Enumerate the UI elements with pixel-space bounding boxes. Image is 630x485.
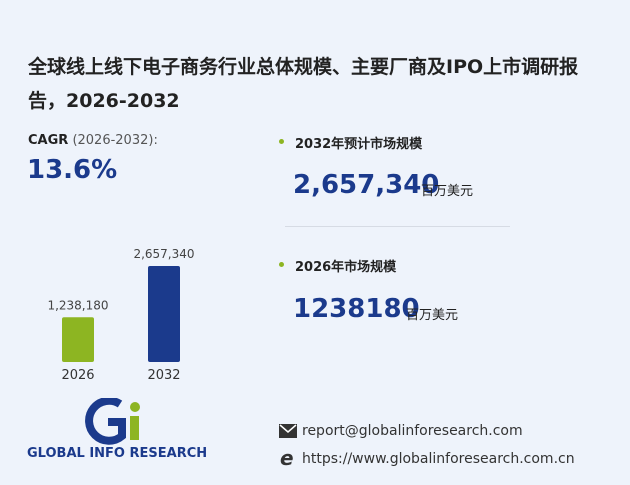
bar	[148, 266, 180, 362]
stat-label: 2032年预计市场规模	[295, 137, 423, 152]
logo-text: GLOBAL INFO RESEARCH	[27, 446, 208, 461]
logo-mark	[85, 398, 140, 445]
value-label: 2,657,340	[133, 247, 194, 261]
logo-i	[130, 416, 139, 440]
stat-unit: 百万美元	[421, 184, 474, 199]
website[interactable]: https://www.globalinforesearch.com.cn	[302, 451, 575, 467]
value-label: 1,238,180	[47, 298, 108, 312]
bullet	[279, 139, 284, 144]
web-icon: e	[280, 446, 294, 470]
category-label: 2032	[147, 368, 180, 383]
bar-chart: 1,238,180 2026 2,657,340 2032	[47, 247, 194, 383]
logo-g	[85, 398, 126, 445]
cagr-label: CAGR	[28, 133, 69, 148]
stat-value: 2,657,340	[293, 170, 440, 200]
cagr-value: 13.6%	[27, 155, 118, 185]
stat-label: 2026年市场规模	[295, 260, 397, 275]
email-icon	[279, 424, 297, 438]
stat-value: 1238180	[293, 294, 420, 324]
logo-dot	[130, 402, 140, 412]
cagr-row: CAGR (2026-2032):	[28, 133, 158, 148]
title: 全球线上线下电子商务行业总体规模、主要厂商及IPO上市调研报告，2026-203…	[28, 56, 579, 112]
bar	[62, 317, 94, 362]
email[interactable]: report@globalinforesearch.com	[302, 423, 523, 439]
stat-unit: 百万美元	[406, 308, 459, 323]
category-label: 2026	[61, 368, 94, 383]
bullet	[279, 262, 284, 267]
cagr-period: (2026-2032):	[72, 133, 158, 148]
divider	[285, 226, 510, 227]
